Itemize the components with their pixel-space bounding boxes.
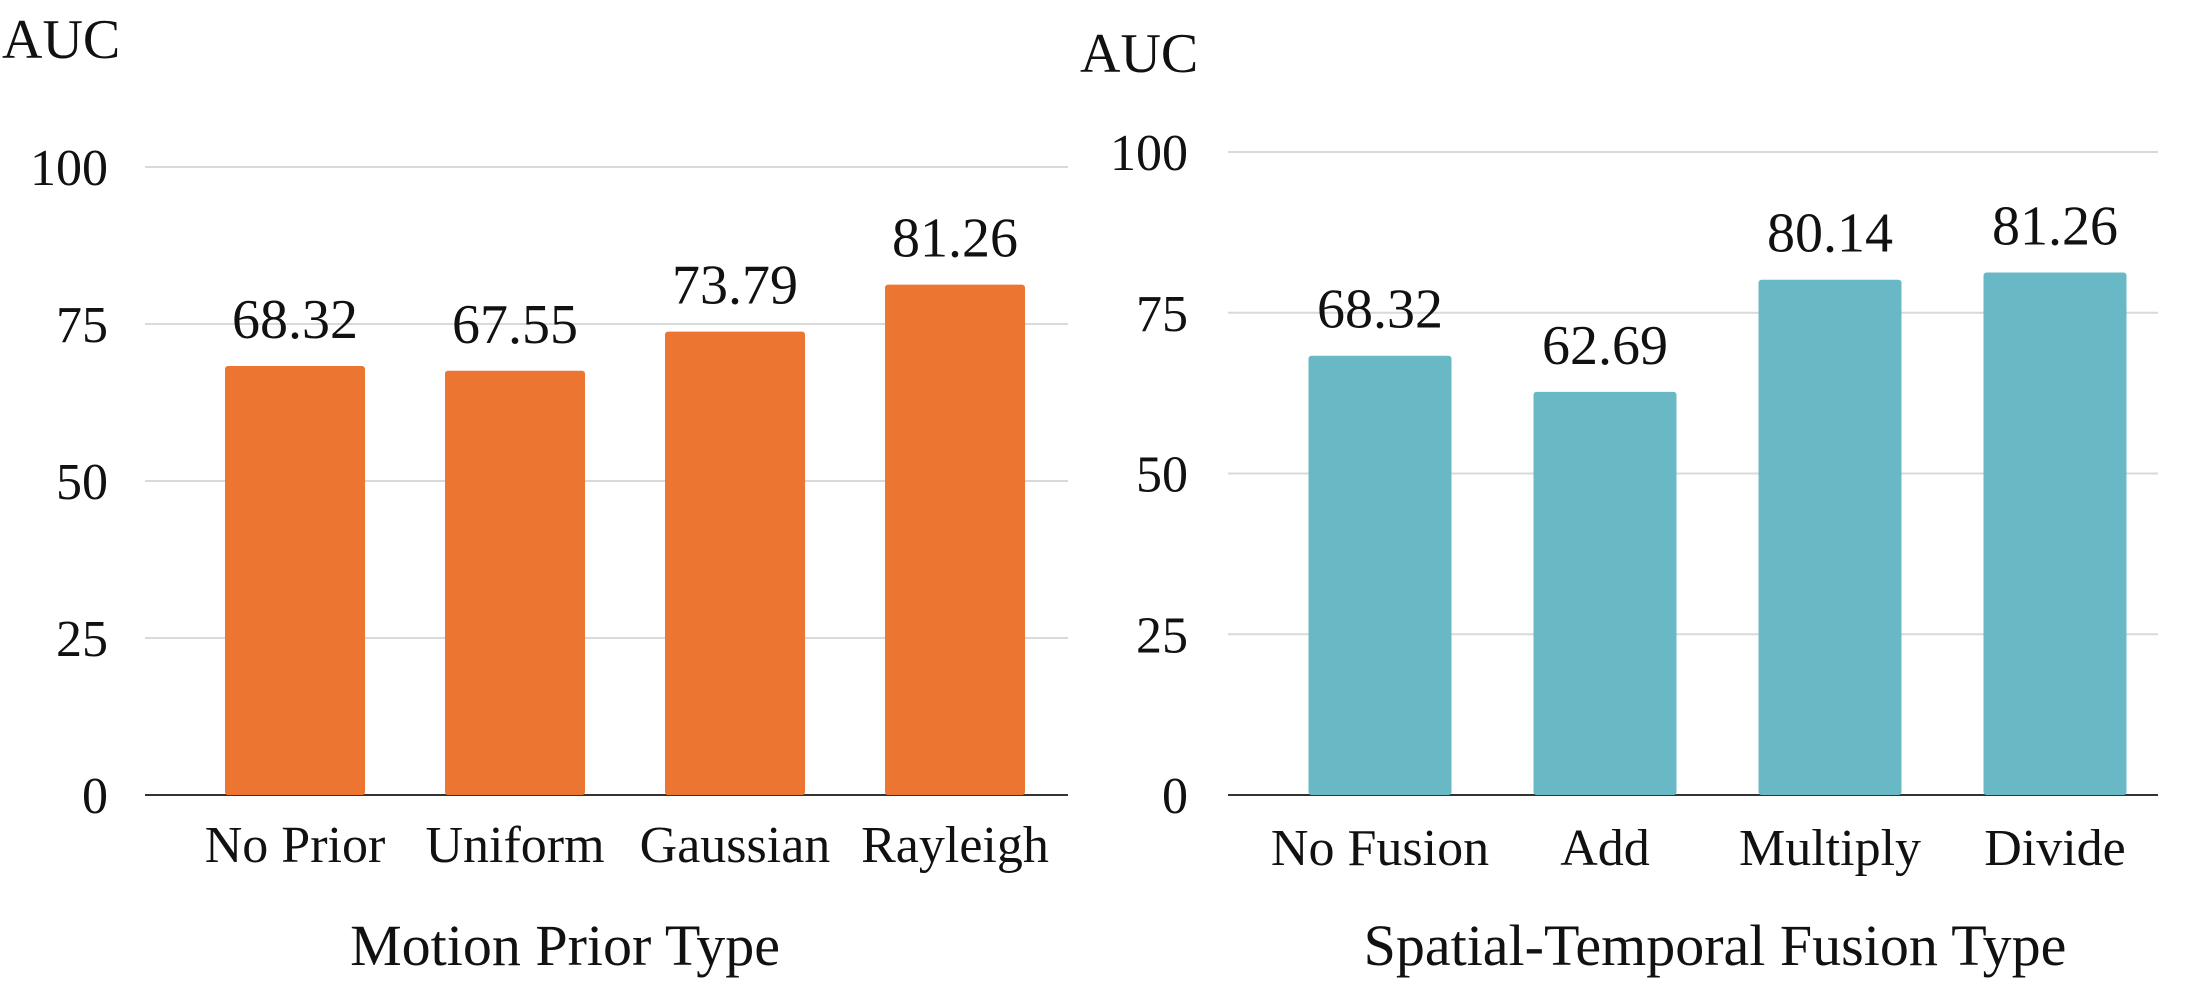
- x-category-label: No Fusion: [1271, 820, 1489, 877]
- bar: [1983, 272, 2127, 796]
- bar-value-label: 80.14: [1767, 203, 1893, 265]
- bar-value-label: 68.32: [1317, 279, 1443, 341]
- bar: [445, 370, 585, 795]
- bar: [1758, 279, 1902, 795]
- bar: [225, 365, 365, 795]
- y-tick-label: 100: [1110, 125, 1188, 182]
- x-category-label: No Prior: [205, 817, 386, 874]
- x-category-label: Multiply: [1739, 820, 1921, 877]
- x-axis-title: Motion Prior Type: [350, 913, 780, 978]
- y-axis-title: AUC: [2, 9, 120, 71]
- y-axis-title: AUC: [1080, 23, 1198, 85]
- bar-value-label: 81.26: [1992, 195, 2118, 257]
- y-tick-label: 0: [1162, 768, 1188, 825]
- x-category-label: Add: [1560, 820, 1650, 877]
- x-category-label: Uniform: [425, 817, 604, 874]
- y-tick-label: 25: [1136, 607, 1188, 664]
- bar-value-label: 62.69: [1542, 315, 1668, 377]
- y-tick-label: 25: [56, 611, 108, 668]
- bar: [885, 284, 1025, 795]
- x-category-label: Rayleigh: [861, 817, 1049, 874]
- bar: [1308, 355, 1452, 795]
- x-category-label: Divide: [1984, 820, 2126, 877]
- bar: [665, 331, 805, 795]
- bar-value-label: 68.32: [232, 289, 358, 351]
- motion-prior-chart: AUC 0 25 50 75 100 68.32 No Prior 67.55 Uniform 73…: [2, 9, 1068, 978]
- y-tick-label: 75: [56, 297, 108, 354]
- y-tick-label: 75: [1136, 286, 1188, 343]
- y-tick-label: 0: [82, 768, 108, 825]
- fusion-type-chart: AUC 0 25 50 75 100 68.32 No Fusion 62.69 Add 80.14…: [1080, 23, 2158, 978]
- x-category-label: Gaussian: [640, 817, 831, 874]
- y-tick-label: 100: [30, 140, 108, 197]
- bar: [1533, 391, 1677, 795]
- x-axis-title: Spatial-Temporal Fusion Type: [1364, 913, 2067, 978]
- bar-value-label: 67.55: [452, 294, 578, 356]
- y-tick-label: 50: [56, 454, 108, 511]
- y-tick-label: 50: [1136, 447, 1188, 504]
- bar-value-label: 81.26: [892, 208, 1018, 270]
- bar-value-label: 73.79: [672, 255, 798, 317]
